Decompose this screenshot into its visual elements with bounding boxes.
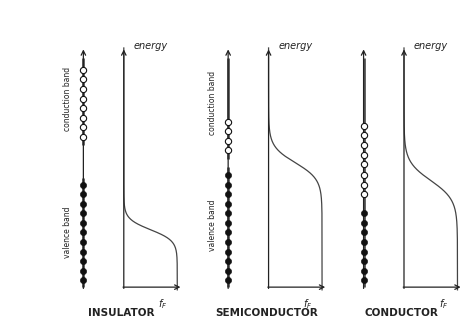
Text: SEMICONDUCTOR: SEMICONDUCTOR [215,308,318,318]
Text: valence band: valence band [208,200,217,252]
Text: CONDUCTOR: CONDUCTOR [365,308,439,318]
Text: $f_F$: $f_F$ [303,297,312,310]
Text: $f_F$: $f_F$ [158,297,168,310]
Text: conduction band: conduction band [64,67,72,131]
Text: $f_F$: $f_F$ [439,297,448,310]
Text: conduction band: conduction band [208,71,217,135]
Text: energy: energy [278,41,312,51]
Text: INSULATOR: INSULATOR [88,308,155,318]
Text: valence band: valence band [64,207,72,258]
Text: energy: energy [133,41,168,51]
Text: energy: energy [413,41,448,51]
